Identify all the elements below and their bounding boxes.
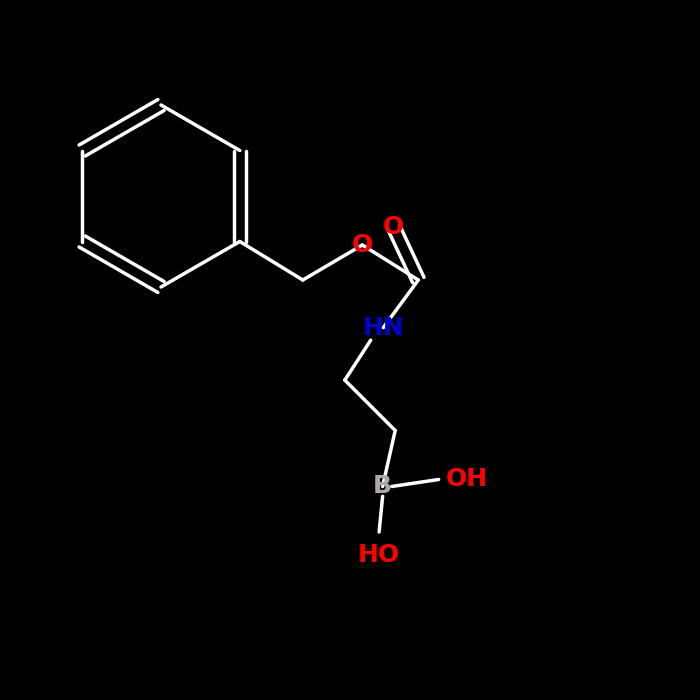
Text: OH: OH (446, 468, 488, 491)
Text: HN: HN (363, 316, 404, 340)
Text: HO: HO (358, 542, 400, 566)
Text: O: O (383, 216, 405, 239)
Text: B: B (373, 475, 392, 498)
Text: O: O (351, 233, 373, 257)
